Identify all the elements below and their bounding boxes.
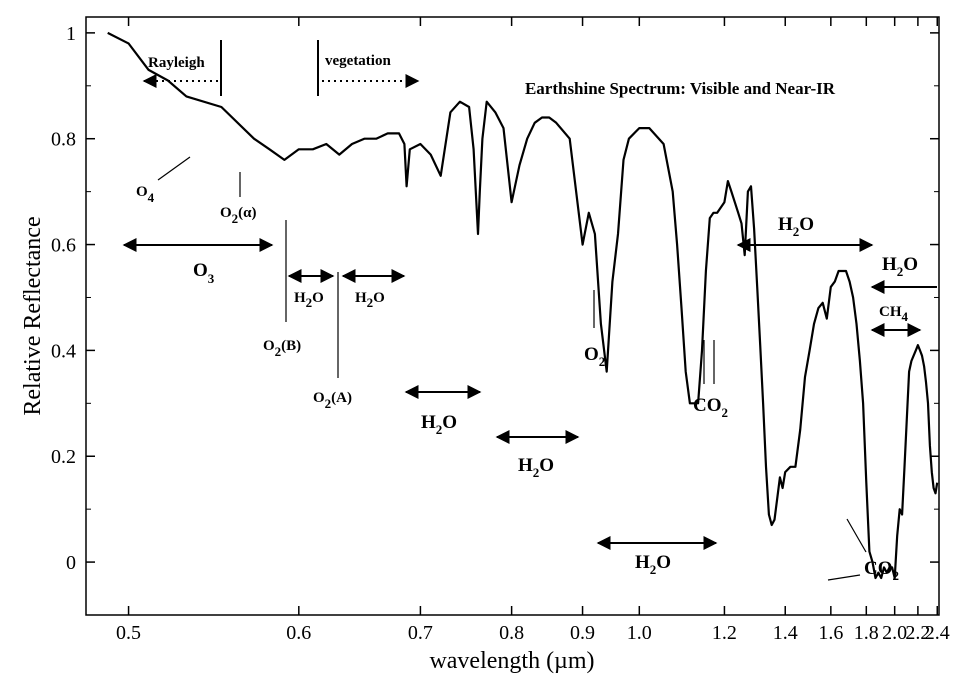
h2o-label-4: H2O (518, 455, 554, 480)
x-tick-label: 2.4 (925, 622, 950, 644)
y-tick-label: 0 (66, 552, 76, 574)
h2o-label-2: H2O (355, 290, 385, 310)
vegetation-annotation: vegetation (317, 40, 420, 96)
x-tick-label: 2.0 (882, 622, 907, 644)
x-tick-label: 0.8 (499, 622, 524, 644)
co2-label-2: CO2 (864, 558, 899, 583)
h2o-label-6: H2O (778, 214, 814, 239)
x-tick-label: 0.9 (570, 622, 595, 644)
y-axis-label: Relative Reflectance (20, 216, 46, 415)
x-tick-label: 1.6 (818, 622, 843, 644)
ch4-label: CH4 (879, 304, 909, 324)
h2o-label-7: H2O (882, 254, 918, 279)
vegetation-label: vegetation (325, 53, 391, 69)
y-tick-label: 0.8 (51, 129, 76, 151)
x-tick-label: 2.2 (905, 622, 930, 644)
plot-frame (85, 16, 940, 616)
o2-b-label: O2(B) (263, 338, 301, 359)
co2-pointer-3 (846, 518, 867, 553)
y-tick-label: 1 (66, 23, 76, 45)
spectrum-line (107, 31, 939, 580)
x-tick-label: 1.2 (712, 622, 737, 644)
rayleigh-label: Rayleigh (148, 55, 205, 71)
co2-pointer-4 (827, 574, 861, 581)
x-tick-label: 1.8 (854, 622, 879, 644)
y-axis-ticks: 0 0.2 0.4 0.6 0.8 1 (51, 23, 939, 574)
h2o-label-3: H2O (421, 412, 457, 437)
x-tick-label: 0.6 (286, 622, 311, 644)
o4-pointer (157, 156, 191, 181)
o4-label: O4 (136, 184, 155, 205)
o2-a-label: O2(A) (313, 390, 352, 411)
y-tick-label: 0.6 (51, 235, 76, 257)
o2-alpha-label: O2(α) (220, 205, 257, 226)
y-tick-label: 0.4 (51, 340, 76, 362)
o3-label: O3 (193, 260, 215, 286)
x-axis-label: wavelength (µm) (429, 648, 594, 674)
h2o-label-5: H2O (635, 552, 671, 577)
rayleigh-annotation: Rayleigh (142, 40, 222, 96)
x-tick-label: 1.0 (627, 622, 652, 644)
x-tick-label: 1.4 (773, 622, 798, 644)
o2-label: O2 (584, 344, 605, 369)
y-tick-label: 0.2 (51, 446, 76, 468)
x-tick-label: 0.5 (116, 622, 141, 644)
chart-title: Earthshine Spectrum: Visible and Near-IR (525, 79, 836, 98)
x-axis-ticks: 0.5 0.6 0.7 0.8 0.9 1.0 1.2 1.4 1.6 1.8 2.02.22.4 (116, 17, 950, 644)
x-tick-label: 0.7 (408, 622, 433, 644)
co2-label-1: CO2 (693, 395, 728, 420)
h2o-label-1: H2O (294, 290, 324, 310)
